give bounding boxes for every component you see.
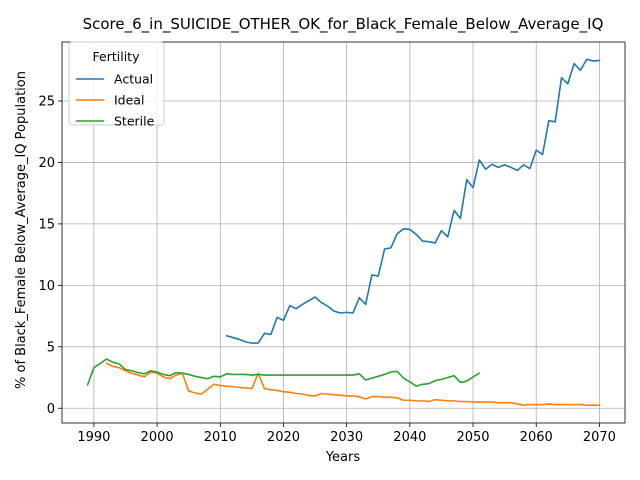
series-lines	[86, 58, 601, 406]
legend-label-sterile: Sterile	[114, 114, 155, 129]
x-tick-label: 2060	[520, 430, 553, 445]
y-tick-label: 10	[38, 279, 55, 294]
legend: Fertility Actual Ideal Sterile	[68, 41, 165, 129]
x-tick-label: 2070	[583, 430, 616, 445]
y-tick-label: 5	[47, 340, 55, 355]
y-tick-label: 20	[38, 156, 55, 171]
series-line-actual	[225, 58, 601, 344]
x-tick-label: 1990	[77, 430, 110, 445]
x-axis-label: Years	[325, 450, 361, 465]
x-tick-label: 2030	[330, 430, 363, 445]
legend-label-actual: Actual	[114, 72, 153, 87]
y-tick-label: 15	[38, 217, 55, 232]
legend-label-ideal: Ideal	[114, 93, 144, 108]
x-tick-label: 2050	[456, 430, 489, 445]
axis-ticks: 1990 2000 2010 2020 2030 2040 2050 2060 2070 0 5 10…	[38, 94, 616, 445]
chart-title: Score_6_in_SUICIDE_OTHER_OK_for_Black_Fe…	[83, 15, 604, 34]
x-tick-label: 2010	[204, 430, 237, 445]
x-tick-label: 2020	[267, 430, 300, 445]
x-tick-label: 2040	[393, 430, 426, 445]
legend-title: Fertility	[93, 49, 141, 64]
series-line-ideal	[105, 362, 601, 406]
legend-box	[68, 41, 165, 126]
y-axis-label: % of Black_Female Below_Average_IQ Popul…	[14, 71, 29, 389]
legend-items: Actual Ideal Sterile	[76, 72, 155, 129]
grid	[62, 42, 625, 423]
plot-frame	[61, 41, 626, 424]
x-tick-label: 2000	[141, 430, 174, 445]
y-tick-label: 0	[47, 402, 55, 417]
series-line-sterile	[86, 358, 481, 387]
y-tick-label: 25	[38, 94, 55, 109]
